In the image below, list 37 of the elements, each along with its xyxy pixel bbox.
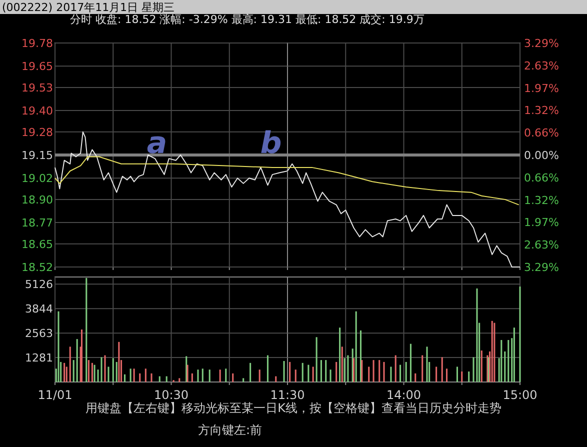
y-tick-label: 19.65 bbox=[22, 60, 53, 74]
y-tick-label: 3844 bbox=[25, 302, 53, 316]
annotation: a bbox=[146, 126, 168, 161]
x-tick-label: 11:30 bbox=[270, 388, 305, 402]
text: 1.97% bbox=[524, 82, 559, 95]
y-tick-label: 19.02 bbox=[22, 172, 53, 186]
y-tick-label: 19.15 bbox=[22, 149, 53, 162]
y-tick-label: 19.78 bbox=[22, 37, 53, 50]
text: 0.66% bbox=[524, 126, 559, 140]
chart-title: (002222) 2017年11月1日 星期三 bbox=[2, 1, 175, 14]
y-tick-label: 19.40 bbox=[22, 104, 53, 118]
x-tick-label: 10:30 bbox=[154, 388, 189, 402]
x-tick-label: 15:00 bbox=[502, 388, 538, 402]
text: 3.29% bbox=[524, 261, 559, 274]
y-tick-label: 18.65 bbox=[22, 238, 53, 251]
chart-subtitle: 分时 收盘: 18.52 涨幅: -3.29% 最高: 19.31 最低: 18.52 成交: 19.9万 bbox=[70, 13, 424, 26]
y-tick-label: 5126 bbox=[25, 278, 53, 292]
text: 1.97% bbox=[524, 216, 559, 230]
text: 用键盘【左右键】移动光标至某一日K线，按【空格键】查看当日历史分时走势 bbox=[86, 401, 502, 415]
annotation: b bbox=[260, 126, 282, 161]
y-tick-label: 18.77 bbox=[22, 216, 53, 230]
text: 1.32% bbox=[524, 104, 559, 118]
y-tick-label: 18.90 bbox=[22, 193, 53, 206]
y-tick-label: 2563 bbox=[25, 327, 53, 340]
text: 3.29% bbox=[524, 37, 559, 50]
y-tick-label: 1281 bbox=[25, 352, 53, 365]
y-tick-label: 19.53 bbox=[22, 81, 53, 94]
text: 0.66% bbox=[524, 171, 559, 184]
x-tick-label: 14:00 bbox=[386, 388, 422, 402]
text: 1.32% bbox=[524, 194, 559, 207]
text: 方向键左:前 bbox=[198, 423, 262, 437]
y-tick-label: 19.28 bbox=[22, 126, 53, 139]
text: 2.63% bbox=[524, 59, 559, 72]
text: 0.00% bbox=[524, 149, 559, 162]
x-tick-label: 11/01 bbox=[38, 388, 72, 402]
y-tick-label: 18.52 bbox=[22, 261, 53, 274]
text: 2.63% bbox=[524, 238, 559, 252]
